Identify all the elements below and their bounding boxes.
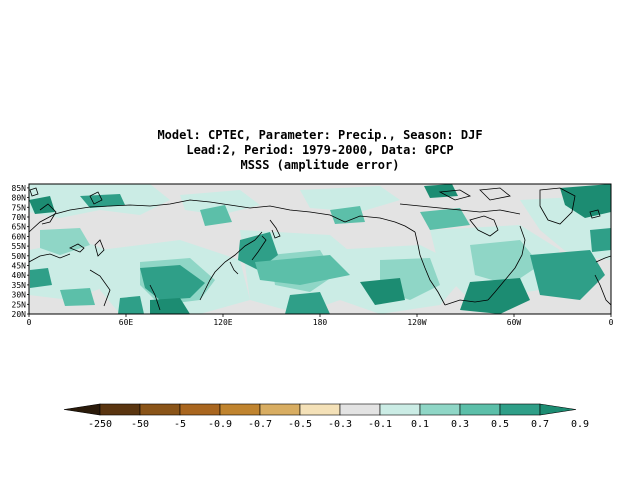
lat-tick-label: 65N (12, 223, 27, 232)
lat-tick-label: 30N (12, 291, 27, 300)
lon-tick-label: 0 (609, 318, 614, 327)
colorbar-label: -0.1 (368, 419, 392, 430)
colorbar-swatch (219, 403, 261, 416)
lat-tick-label: 75N (12, 203, 27, 212)
colorbar-label: 0.1 (411, 419, 429, 430)
lon-tick-label: 120W (407, 318, 426, 327)
colorbar-label: -50 (131, 419, 149, 430)
lon-tick-label: 0 (27, 318, 32, 327)
lat-tick-label: 60N (12, 232, 27, 241)
colorbar-swatch (459, 403, 501, 416)
colorbar-label: -0.5 (288, 419, 312, 430)
coastlines (29, 187, 611, 311)
colorbar-swatch (99, 403, 141, 416)
title-line-2: Lead:2, Period: 1979-2000, Data: GPCP (186, 143, 454, 157)
skill-field (29, 184, 611, 314)
colorbar-label: -5 (174, 419, 186, 430)
colorbar-swatch (139, 403, 181, 416)
colorbar-label: -0.3 (328, 419, 352, 430)
colorbar-swatch (339, 403, 381, 416)
lon-tick-label: 120E (213, 318, 232, 327)
colorbar-label: -0.7 (248, 419, 272, 430)
title-line-3: MSSS (amplitude error) (240, 158, 400, 172)
colorbar-swatch (259, 403, 301, 416)
lat-tick-label: 80N (12, 194, 27, 203)
lon-tick-label: 180 (313, 318, 328, 327)
longitude-axis: 0 60E 120E 180 120W 60W 0 (27, 314, 614, 327)
lat-tick-label: 35N (12, 281, 27, 290)
colorbar: -250 -50 -5 -0.9 -0.7 -0.5 -0.3 -0.1 0.1 0.3 0.5 0.… (63, 403, 589, 430)
lat-tick-label: 40N (12, 271, 27, 280)
colorbar-swatch (299, 403, 341, 416)
colorbar-arrow-low (63, 403, 101, 416)
colorbar-arrow-high (539, 403, 577, 416)
colorbar-swatch (419, 403, 461, 416)
colorbar-label: -250 (88, 419, 112, 430)
lat-tick-label: 50N (12, 252, 27, 261)
colorbar-swatch (379, 403, 421, 416)
lat-tick-label: 20N (12, 310, 27, 319)
colorbar-label: 0.5 (491, 419, 509, 430)
lat-tick-label: 55N (12, 242, 27, 251)
colorbar-label: 0.9 (571, 419, 589, 430)
colorbar-label: 0.7 (531, 419, 549, 430)
colorbar-label: 0.3 (451, 419, 469, 430)
lat-tick-label: 45N (12, 261, 27, 270)
lon-tick-label: 60E (119, 318, 134, 327)
latitude-axis: 85N80N75N70N65N60N55N50N45N40N35N30N25N2… (12, 184, 29, 319)
title-line-1: Model: CPTEC, Parameter: Precip., Season… (157, 128, 483, 142)
lon-tick-label: 60W (507, 318, 522, 327)
map-panel (28, 183, 612, 315)
colorbar-label: -0.9 (208, 419, 232, 430)
lat-tick-label: 70N (12, 213, 27, 222)
lat-tick-label: 25N (12, 300, 27, 309)
colorbar-swatch (179, 403, 221, 416)
lat-tick-label: 85N (12, 184, 27, 193)
colorbar-swatch (499, 403, 541, 416)
title-block: Model: CPTEC, Parameter: Precip., Season… (0, 128, 640, 173)
